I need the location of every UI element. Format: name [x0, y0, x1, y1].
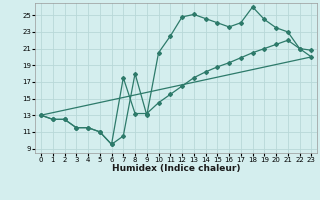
X-axis label: Humidex (Indice chaleur): Humidex (Indice chaleur) [112, 164, 240, 173]
